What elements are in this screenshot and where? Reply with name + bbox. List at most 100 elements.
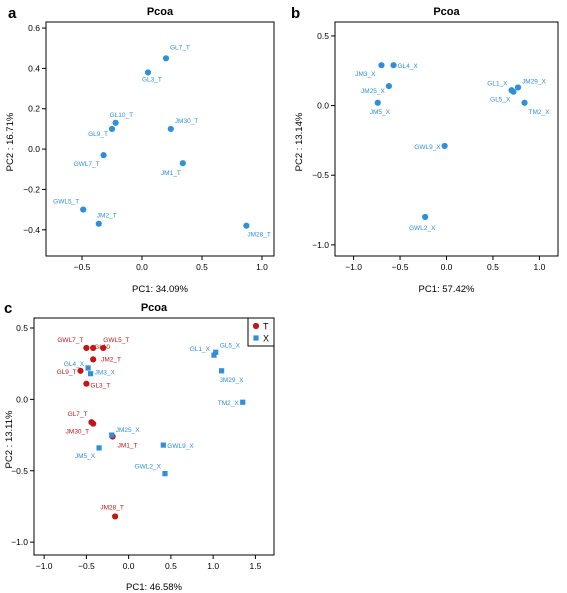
data-point-a-GL7_T: [162, 55, 170, 62]
point-label-c-GL9_T: GL9_T: [57, 369, 77, 376]
data-point-c-JM5_X: [96, 445, 102, 451]
point-label-c-JM3_X: JM3_X: [95, 370, 116, 377]
x-tick-label-a: 1.0: [256, 262, 268, 272]
x-tick-label-c: −0.5: [78, 561, 95, 571]
data-point-a-JM28_T: [243, 222, 250, 229]
y-tick-label-b: 0.0: [317, 101, 329, 111]
legend-entry-X: X: [263, 334, 269, 344]
point-label-a-JM30_T: JM30_T: [175, 118, 199, 125]
x-tick-label-c: 0.0: [123, 561, 135, 571]
data-point-c-GWL2_X: [162, 471, 168, 477]
point-label-a-GL3_T: GL3_T: [142, 76, 162, 83]
panel-letter-a: a: [8, 5, 17, 22]
data-point-b-GWL2_X: [422, 213, 429, 221]
y-tick-label-a: 0.0: [28, 144, 40, 154]
data-point-c-GL5_X: [213, 349, 219, 355]
point-label-c-GL3_T: GL3_T: [90, 383, 110, 390]
point-label-b-JM3_X: JM3_X: [355, 71, 376, 78]
x-tick-label-a: 0.0: [136, 262, 148, 272]
data-point-b-JM5_X: [374, 99, 381, 106]
point-label-b-JM25_X: JM25_X: [361, 88, 386, 95]
x-axis-label-b: PC1: 57.42%: [419, 284, 476, 295]
data-point-a-GL9_T: [108, 125, 116, 133]
point-label-b-GL4_X: GL4_X: [398, 63, 419, 70]
legend-box: [247, 317, 275, 347]
point-label-c-GL7_T: GL7_T: [68, 411, 88, 418]
x-tick-label-c: 1.0: [207, 561, 219, 571]
point-label-b-TM2_X: TM2_X: [529, 109, 551, 116]
point-label-b-JM5_X: JM5_X: [370, 109, 391, 116]
data-point-c-JM2_T: [90, 356, 97, 363]
point-label-a-GWL5_T: GWL5_T: [53, 199, 79, 206]
point-label-c-GWL5_T: GWL5_T: [103, 337, 129, 344]
point-label-c-GL4_X: GL4_X: [64, 361, 85, 368]
y-tick-label-c: 0.5: [16, 323, 28, 333]
data-point-a-GWL5_T: [80, 206, 87, 213]
plot-frame-c: [33, 317, 275, 556]
point-label-c-GWL7_T: GWL7_T: [57, 337, 83, 344]
point-label-c-GWL2_X: GWL2_X: [135, 464, 162, 471]
point-label-c-JM2_T: JM2_T: [101, 356, 121, 363]
point-label-a-JM2_T: JM2_T: [97, 213, 117, 220]
point-label-c-JM30_T: JM30_T: [66, 429, 90, 436]
y-tick-label-a: −0.4: [23, 225, 40, 235]
point-label-b-GL1_X: GL1_X: [487, 80, 508, 87]
x-tick-label-c: 0.5: [165, 561, 177, 571]
y-tick-label-a: −0.2: [23, 184, 40, 194]
y-axis-label-c: PC2 : 13.11%: [4, 410, 15, 468]
data-point-c-GL10: [90, 344, 97, 352]
legend-marker-X: [253, 335, 259, 341]
data-point-b-GL4_X: [390, 62, 397, 69]
x-tick-label-a: −0.5: [74, 262, 91, 272]
panel-letter-c: c: [4, 300, 12, 317]
chart-title-a: Pcoa: [147, 6, 174, 18]
data-point-c-JM28_T: [112, 513, 119, 520]
x-tick-label-a: 0.5: [196, 262, 208, 272]
legend-marker-T: [252, 322, 260, 330]
y-tick-label-c: −1.0: [11, 537, 28, 547]
plot-frame-b: [334, 21, 559, 257]
data-point-a-JM2_T: [95, 220, 102, 227]
data-point-c-GL9_T: [77, 367, 84, 374]
point-label-c-GWL9_X: GWL9_X: [167, 443, 194, 450]
point-label-a-GL10_T: GL10_T: [110, 112, 134, 119]
data-point-c-JM30_T: [90, 420, 97, 427]
legend-entry-T: T: [263, 322, 269, 332]
y-tick-label-a: 0.2: [28, 104, 40, 114]
plot-frame-a: [45, 21, 275, 257]
data-point-b-TM2_X: [521, 99, 528, 106]
data-point-c-GWL9_X: [160, 442, 166, 448]
point-label-c-JM1_T: JM1_T: [118, 443, 138, 450]
data-point-c-GWL5_T: [100, 344, 107, 352]
data-point-c-JM29_X: [219, 368, 225, 374]
data-point-c-JM3_X: [88, 371, 94, 377]
x-tick-label-b: 0.5: [487, 262, 499, 272]
data-point-c-GL4_X: [85, 365, 91, 371]
point-label-c-GL10: GL10: [94, 344, 110, 351]
data-point-a-JM30_T: [167, 125, 174, 133]
point-label-c-JM28_T: JM28_T: [100, 504, 124, 511]
point-label-a-JM28_T: JM28_T: [247, 232, 271, 239]
chart-title-b: Pcoa: [433, 6, 460, 18]
x-tick-label-b: 0.0: [441, 262, 453, 272]
point-label-c-JM5_X: JM5_X: [75, 453, 96, 460]
point-label-a-GWL7_T: GWL7_T: [74, 161, 100, 168]
y-tick-label-b: −0.5: [312, 170, 329, 180]
x-axis-label-a: PC1: 34.09%: [132, 284, 189, 295]
point-label-c-TM2_X: TM2_X: [218, 400, 240, 407]
point-label-a-GL7_T: GL7_T: [170, 44, 190, 51]
point-label-a-JM1_T: JM1_T: [161, 170, 181, 177]
data-point-b-JM29_X: [514, 84, 522, 91]
data-point-c-GL1_X: [211, 352, 217, 358]
data-point-a-JM1_T: [179, 160, 186, 167]
y-tick-label-a: 0.4: [28, 63, 40, 73]
panel-letter-b: b: [291, 5, 300, 22]
data-point-a-GL10_T: [112, 119, 119, 126]
y-tick-label-c: −0.5: [11, 466, 28, 476]
y-tick-label-a: 0.6: [28, 23, 40, 33]
point-label-b-GWL9_X: GWL9_X: [414, 144, 441, 151]
point-label-b-GWL2_X: GWL2_X: [409, 225, 436, 232]
data-point-c-GL3_T: [83, 380, 90, 387]
data-point-c-TM2_X: [240, 399, 246, 405]
